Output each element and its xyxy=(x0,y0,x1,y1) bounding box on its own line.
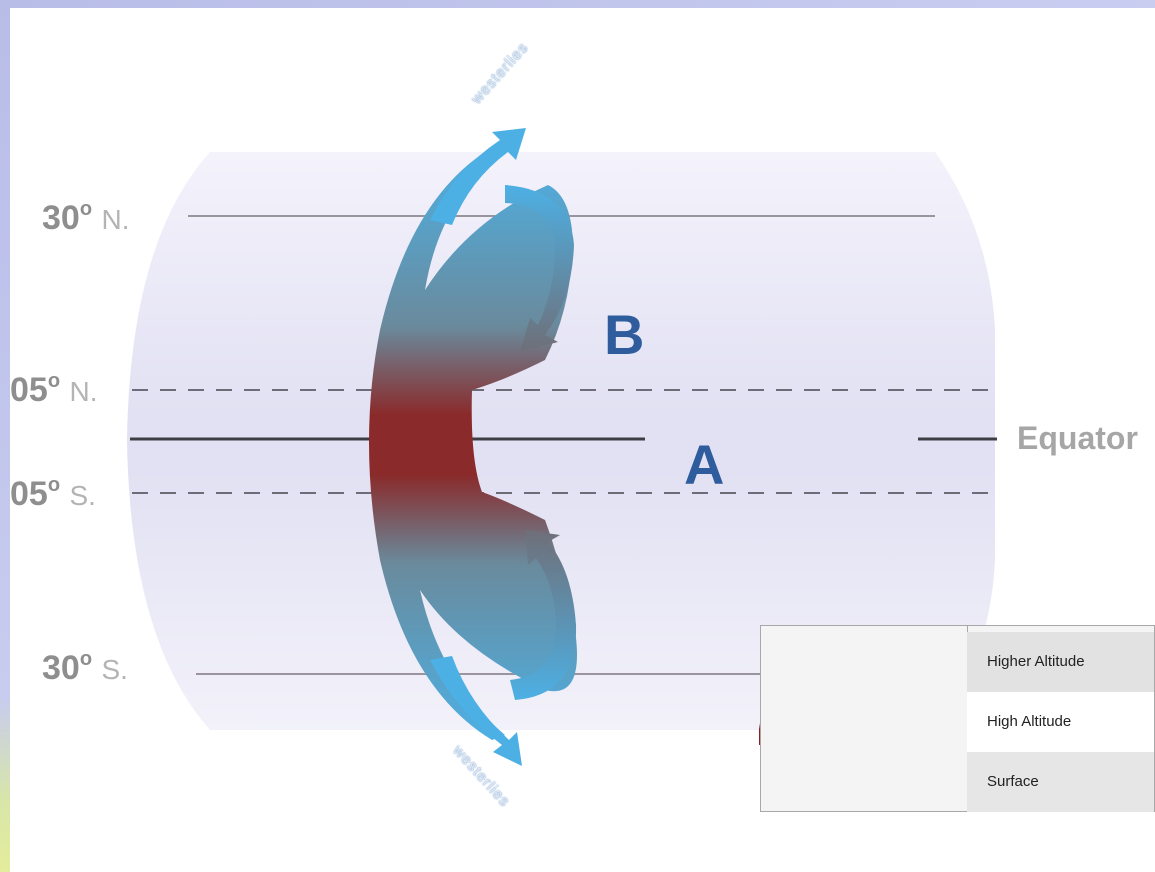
label-05s: 05o S. xyxy=(10,474,96,513)
legend-row-high-altitude: High Altitude xyxy=(967,692,1154,752)
lower-outflow-arrow xyxy=(430,656,522,766)
marker-b: B xyxy=(604,303,645,366)
label-30n: 30o N. xyxy=(42,198,130,237)
slide-frame-left xyxy=(0,0,10,872)
slide-frame-top xyxy=(0,0,1155,8)
legend-row-surface: Surface xyxy=(967,752,1154,812)
hadley-band xyxy=(369,150,577,740)
lower-return-arrow xyxy=(510,530,577,700)
equator-label: Equator xyxy=(1017,420,1138,456)
upper-outflow-arrow xyxy=(430,128,526,225)
upper-return-arrow xyxy=(505,185,574,352)
marker-a: A xyxy=(684,433,725,496)
label-05n: 05o N. xyxy=(10,370,98,409)
legend: Higher Altitude High Altitude Surface xyxy=(760,625,1155,812)
label-30s: 30o S. xyxy=(42,648,128,687)
legend-row-higher-altitude: Higher Altitude xyxy=(967,632,1154,692)
